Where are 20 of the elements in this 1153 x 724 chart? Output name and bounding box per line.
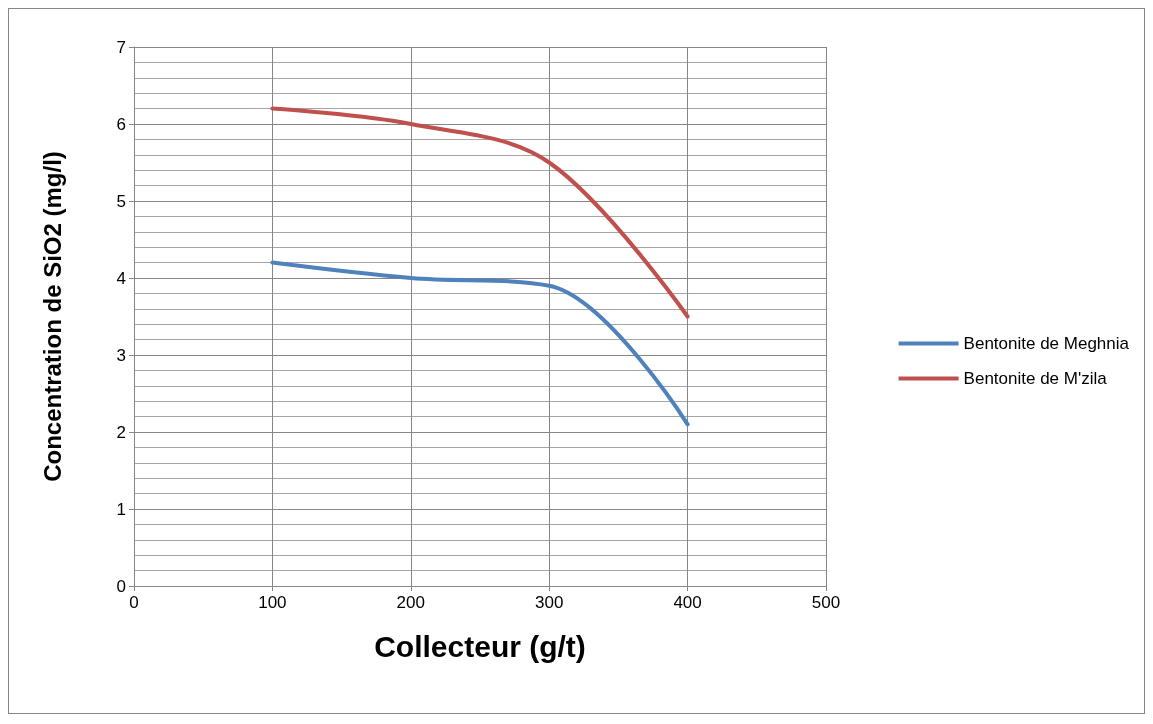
y-tick-label: 5 — [116, 191, 126, 211]
y-axis-title: Concentration de SiO2 (mg/l) — [38, 151, 66, 482]
x-tick-label: 500 — [811, 593, 841, 612]
x-tick-label: 100 — [258, 593, 287, 612]
legend-label: Bentonite de M'zila — [963, 369, 1108, 388]
y-tick-label: 6 — [116, 114, 126, 134]
y-tick-label: 1 — [116, 499, 126, 519]
x-tick-label: 200 — [396, 593, 425, 612]
y-tick-label: 2 — [116, 422, 126, 442]
y-tick-label: 7 — [116, 37, 126, 57]
x-tick-label: 300 — [535, 593, 564, 612]
y-tick-label: 0 — [116, 576, 126, 596]
line-series — [270, 106, 690, 319]
x-tick-label: 400 — [673, 593, 702, 612]
y-tick-label: 3 — [116, 345, 126, 365]
x-axis-title: Collecteur (g/t) — [374, 629, 586, 663]
x-tick-label: 0 — [129, 593, 139, 612]
line-series — [270, 260, 690, 427]
y-tick-label: 4 — [116, 268, 126, 288]
legend-label: Bentonite de Meghnia — [963, 334, 1130, 353]
